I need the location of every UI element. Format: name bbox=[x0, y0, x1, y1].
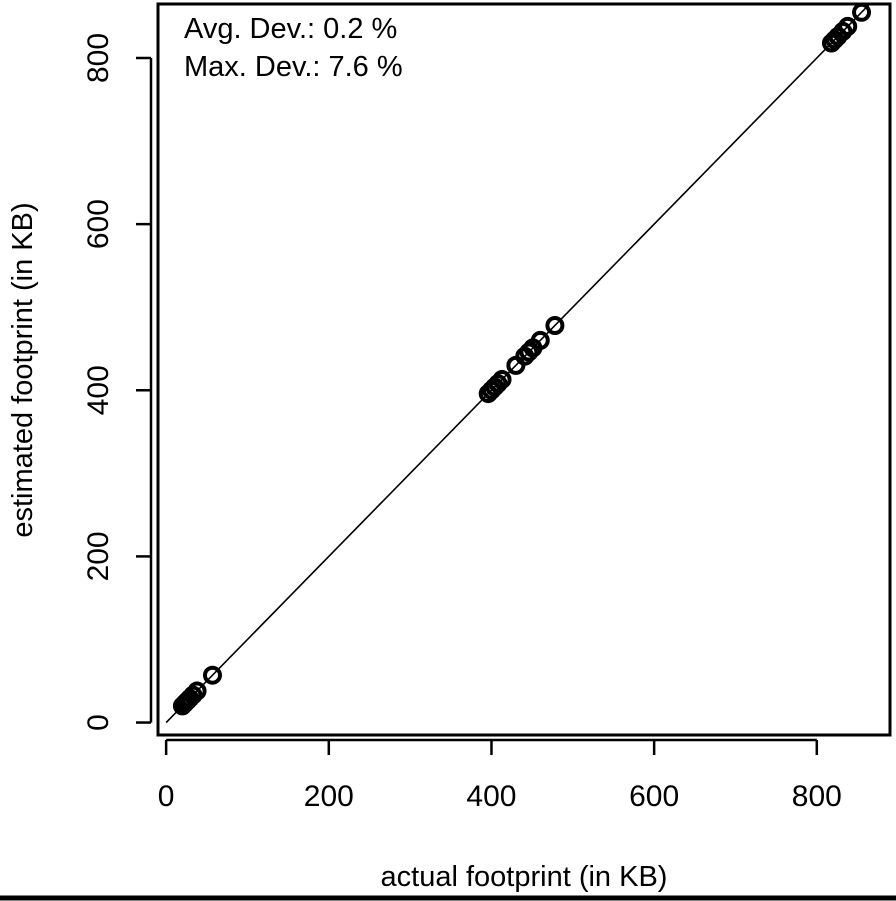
data-point bbox=[202, 665, 222, 685]
x-tick-label-200: 200 bbox=[304, 780, 354, 813]
y-axis: 0 200 400 600 800 bbox=[82, 33, 153, 731]
data-point bbox=[545, 315, 565, 335]
y-tick-label-800: 800 bbox=[82, 33, 115, 83]
x-tick-label-600: 600 bbox=[629, 780, 679, 813]
y-tick-label-0: 0 bbox=[82, 714, 115, 731]
x-axis: 0 200 400 600 800 bbox=[158, 738, 842, 813]
data-point bbox=[187, 681, 207, 701]
x-tick-label-400: 400 bbox=[466, 780, 516, 813]
y-tick-label-600: 600 bbox=[82, 199, 115, 249]
annotation-max-dev: Max. Dev.: 7.6 % bbox=[184, 51, 403, 83]
data-point bbox=[183, 685, 203, 705]
y-axis-label: estimated footprint (in KB) bbox=[7, 202, 39, 537]
y-tick-label-200: 200 bbox=[82, 531, 115, 581]
data-points bbox=[172, 4, 872, 716]
data-point bbox=[852, 4, 872, 22]
data-point bbox=[519, 342, 539, 362]
y-tick-label-400: 400 bbox=[82, 365, 115, 415]
x-axis-label: actual footprint (in KB) bbox=[381, 861, 668, 893]
x-tick-label-800: 800 bbox=[792, 780, 842, 813]
plot-frame bbox=[156, 2, 892, 737]
annotation-avg-dev: Avg. Dev.: 0.2 % bbox=[184, 13, 397, 45]
data-point bbox=[488, 374, 508, 394]
data-point bbox=[492, 369, 512, 389]
data-point bbox=[838, 16, 858, 36]
x-tick-label-0: 0 bbox=[158, 780, 175, 813]
data-point bbox=[530, 330, 550, 350]
